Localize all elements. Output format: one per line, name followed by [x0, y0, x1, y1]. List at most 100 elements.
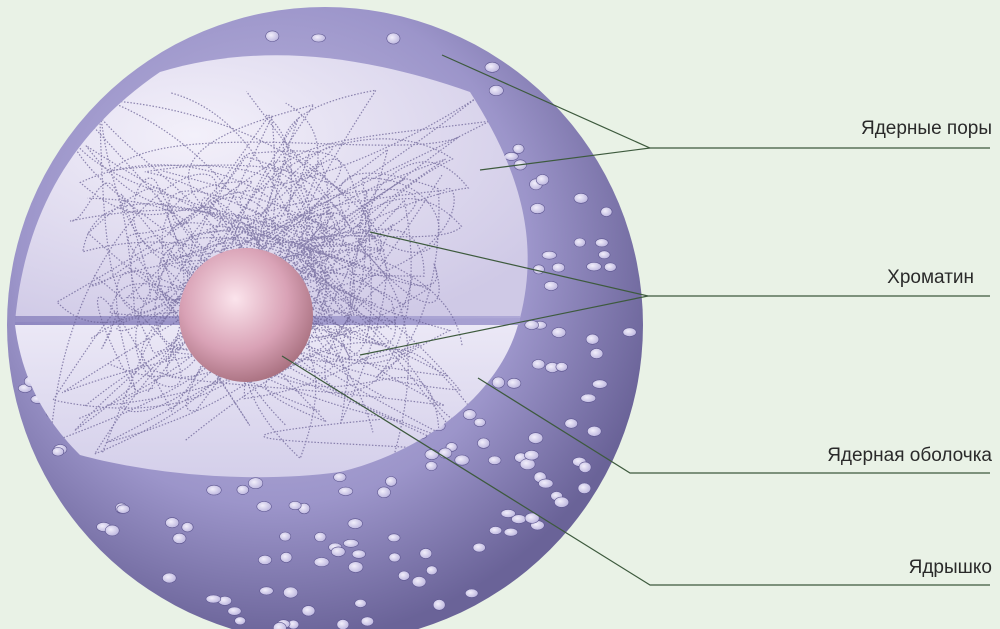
pore-icon [504, 152, 519, 161]
pore-icon [524, 512, 540, 524]
pore-icon [432, 599, 446, 611]
pore-icon [411, 576, 427, 588]
pore-icon [259, 586, 274, 596]
chromatin-strand [92, 198, 463, 412]
pore-icon [236, 484, 250, 495]
pore-icon [500, 509, 516, 518]
leader-lines [281, 54, 990, 586]
pore-icon [585, 333, 600, 345]
pore-icon [589, 348, 604, 359]
pore-icon [543, 280, 559, 291]
pore-icon [577, 482, 592, 494]
pore-icon [472, 542, 486, 553]
pore-icon [283, 586, 299, 599]
label-nuclear-pores: Ядерные поры [860, 118, 992, 139]
chromatin-strand [69, 182, 441, 443]
chromatin-strand [216, 138, 454, 426]
pore-icon [181, 522, 194, 533]
pore-icon [205, 594, 222, 604]
pore-icon [258, 554, 272, 565]
pore-icon [491, 376, 505, 389]
nucleolus [179, 248, 313, 382]
pore-icon [425, 461, 438, 471]
chromatin-strand [56, 114, 462, 433]
pore-icon [351, 549, 366, 559]
pore-icon [538, 478, 554, 489]
pore-icon [227, 606, 242, 616]
pore-icon [595, 238, 609, 248]
pore-icon [454, 454, 470, 466]
pore-icon [288, 500, 302, 510]
pore-icon [248, 477, 264, 490]
pore-icon [343, 538, 359, 548]
pore-icon [524, 450, 540, 461]
pore-icon [477, 437, 490, 449]
pore-icon [519, 458, 536, 471]
label-nucleolus: Ядрышко [908, 557, 992, 578]
pore-icon [397, 570, 410, 581]
chromatin-strand [87, 158, 446, 310]
pore-icon [313, 557, 330, 567]
pore-icon [280, 552, 293, 563]
pore-icon [465, 588, 479, 598]
pore-icon [265, 30, 280, 42]
pore-icon [587, 425, 602, 437]
pore-icon [104, 524, 120, 537]
pore-icon [535, 174, 550, 186]
pore-icon [272, 622, 287, 629]
chromatin-strand [89, 212, 449, 413]
pore-icon [165, 517, 180, 529]
pore-icon [554, 496, 570, 508]
pore-icon [311, 33, 326, 43]
pore-icon [360, 616, 374, 627]
pore-icon [506, 377, 522, 389]
chromatin-strand [79, 89, 430, 364]
pore-icon [541, 250, 557, 260]
pore-icon [162, 572, 177, 584]
pore-icon [385, 476, 397, 487]
chromatin-strand [82, 158, 440, 393]
chromatin-strand [99, 92, 470, 313]
pore-icon [600, 206, 613, 217]
chromatin-strand [61, 150, 425, 394]
pore-icon [488, 455, 502, 465]
pore-icon [484, 61, 500, 73]
pore-icon [256, 501, 272, 512]
pore-icon [314, 531, 327, 542]
pore-icon [586, 262, 602, 272]
pore-icon [438, 447, 453, 459]
pore-icon [551, 327, 567, 338]
pore-icon [473, 417, 486, 427]
pore-icon [386, 32, 401, 45]
pore-icon [503, 527, 519, 537]
cutaway-upper [15, 55, 528, 322]
pore-icon [388, 552, 401, 563]
pore-icon [116, 504, 130, 514]
pore-icon [622, 327, 637, 337]
pore-icon [51, 447, 65, 457]
pore-icon [598, 250, 611, 260]
pore-icon [592, 379, 608, 389]
pore-icon [564, 418, 578, 429]
pore-icon [234, 616, 246, 626]
pore-icon [573, 237, 586, 248]
chromatin-strand [140, 212, 445, 412]
pore-icon [338, 486, 354, 496]
pore-icon [331, 546, 346, 557]
pore-icon [377, 486, 391, 498]
pore-icon [489, 526, 503, 535]
label-nuclear-envelope: Ядерная оболочка [827, 445, 992, 466]
pore-icon [528, 432, 544, 444]
pore-icon [531, 359, 546, 370]
pore-icon [419, 548, 433, 559]
pore-icon [354, 599, 367, 608]
pore-icon [336, 619, 350, 629]
pore-icon [463, 409, 477, 420]
label-chromatin: Хроматин [887, 267, 974, 288]
pore-icon [573, 193, 589, 204]
pore-icon [301, 605, 316, 617]
pore-icon [279, 531, 292, 542]
pore-icon [424, 449, 439, 460]
